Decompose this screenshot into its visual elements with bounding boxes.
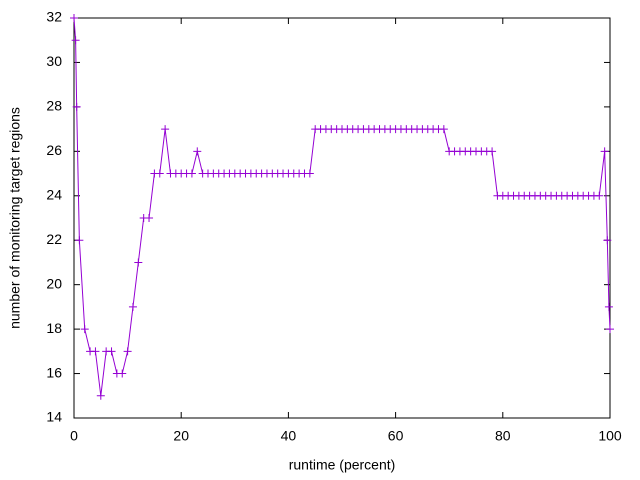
point-marker [71,36,80,45]
y-tick-label: 28 [46,98,62,114]
point-marker [80,325,89,334]
y-tick-label: 18 [46,320,62,336]
point-marker [123,347,132,356]
point-marker [72,102,81,111]
y-tick-label: 22 [46,231,62,247]
point-marker [134,258,143,267]
point-marker [161,125,170,134]
x-tick-label: 0 [70,428,78,444]
point-marker [604,302,613,311]
point-marker [145,214,154,222]
x-tick-label: 100 [598,428,622,444]
y-tick-label: 30 [46,53,62,69]
point-marker [155,169,164,178]
point-marker [91,347,100,356]
point-marker [118,369,127,378]
point-marker [488,147,497,156]
x-axis-label: runtime (percent) [289,457,396,473]
point-marker [75,236,84,245]
point-marker [96,391,105,400]
y-tick-label: 14 [46,409,62,425]
y-tick-label: 20 [46,275,62,291]
y-axis-label: number of monitoring target regions [7,107,23,329]
point-marker [600,147,609,156]
point-marker [439,125,448,134]
y-tick-label: 32 [46,9,62,25]
point-marker [603,236,612,245]
point-marker [187,169,196,178]
y-tick-label: 26 [46,142,62,158]
x-tick-label: 60 [388,428,404,444]
y-tick-label: 24 [46,186,62,202]
point-marker [128,302,137,311]
point-marker [107,347,116,356]
point-marker [193,147,202,156]
point-marker [305,169,314,178]
data-line [73,17,611,396]
x-tick-label: 80 [495,428,511,444]
x-tick-label: 40 [281,428,297,444]
point-marker [606,325,614,334]
y-tick-label: 16 [46,364,62,380]
point-marker [70,14,78,22]
plot-border [73,17,611,419]
point-marker [595,191,604,200]
x-tick-label: 20 [173,428,189,444]
